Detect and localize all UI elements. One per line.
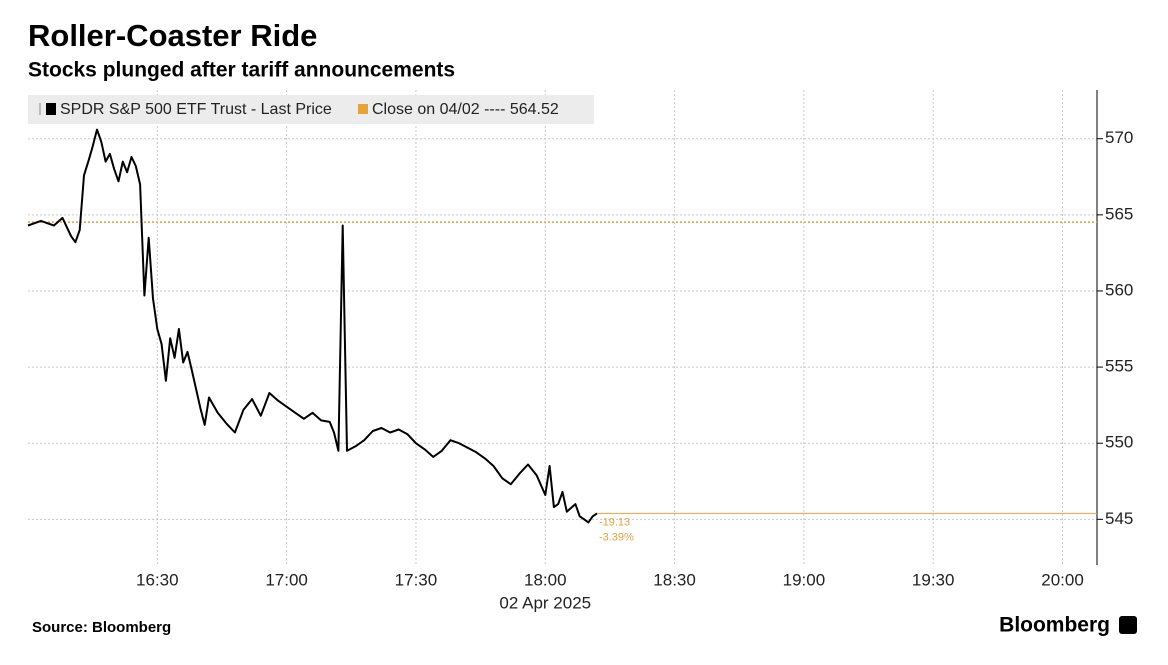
- y-tick-label: 555: [1105, 357, 1133, 376]
- x-axis-label: 02 Apr 2025: [499, 593, 591, 612]
- legend-swatch: [46, 103, 56, 115]
- x-tick-label: 20:00: [1041, 570, 1084, 589]
- legend-box: [28, 95, 594, 124]
- legend-swatch: [358, 104, 368, 114]
- y-tick-label: 550: [1105, 433, 1133, 452]
- chart-subtitle: Stocks plunged after tariff announcement…: [28, 59, 455, 82]
- annotation: -3.39%: [599, 531, 634, 543]
- chart-title: Roller-Coaster Ride: [28, 18, 317, 53]
- x-tick-label: 18:00: [524, 570, 567, 589]
- y-tick-label: 560: [1105, 280, 1133, 299]
- x-tick-label: 16:30: [136, 570, 179, 589]
- legend-label: Close on 04/02 ---- 564.52: [372, 101, 559, 118]
- legend-label: SPDR S&P 500 ETF Trust - Last Price: [60, 101, 332, 118]
- source: Source: Bloomberg: [32, 619, 171, 636]
- y-tick-label: 545: [1105, 509, 1133, 528]
- y-tick-label: 570: [1105, 128, 1133, 147]
- brand: Bloomberg: [999, 614, 1110, 637]
- x-tick-label: 19:30: [912, 570, 955, 589]
- price-line: [27, 128, 598, 524]
- x-tick-label: 17:00: [265, 570, 308, 589]
- x-tick-label: 18:30: [653, 570, 696, 589]
- y-tick-label: 565: [1105, 204, 1133, 223]
- annotation: -19.13: [599, 516, 630, 528]
- x-tick-label: 19:00: [783, 570, 826, 589]
- brand-icon: [1119, 616, 1137, 634]
- x-tick-label: 17:30: [395, 570, 438, 589]
